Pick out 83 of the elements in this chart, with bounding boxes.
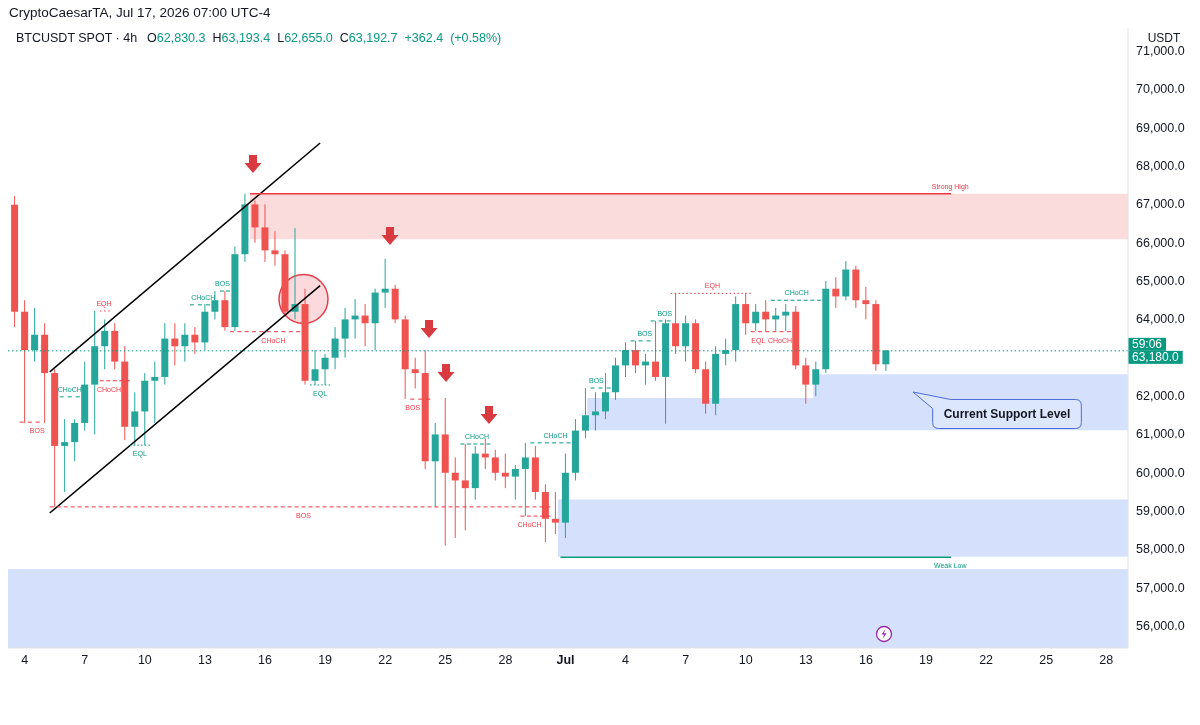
y-axis-title: USDT	[1147, 31, 1181, 45]
candlestick	[682, 315, 690, 363]
x-tick-label: 7	[81, 653, 89, 667]
candlestick	[491, 449, 499, 481]
candlestick	[251, 200, 259, 244]
y-tick-label: 60,000.0	[1136, 465, 1185, 480]
candlestick	[151, 361, 159, 424]
y-tick-label: 70,000.0	[1136, 82, 1185, 97]
x-tick-label: 16	[858, 653, 873, 667]
x-tick-label: 28	[1099, 653, 1114, 667]
text: O62,830.3 H63,193.4 L62,655.0 C63,192.7 +362.4 (+0.58%)	[147, 31, 502, 45]
candlestick	[321, 353, 329, 386]
x-tick-label: 19	[318, 653, 333, 667]
x-tick-label: 13	[798, 653, 813, 667]
candlestick	[551, 491, 559, 535]
ref-line-label: 63,180.0	[1132, 350, 1180, 365]
x-tick-label: 19	[919, 653, 934, 667]
candlestick	[261, 203, 269, 263]
candlestick	[191, 326, 199, 355]
y-tick-label: 66,000.0	[1136, 235, 1185, 250]
y-tick-label: 71,000.0	[1136, 44, 1185, 59]
candlestick	[591, 391, 599, 432]
annotation: Current Support Level	[943, 407, 1071, 421]
candlestick	[511, 464, 519, 501]
x-tick-label: 16	[258, 653, 273, 667]
candlestick	[71, 418, 79, 462]
x-tick-label: 25	[1039, 653, 1054, 667]
candlestick	[581, 387, 589, 439]
x-tick-label: 25	[438, 653, 453, 667]
candlestick	[311, 349, 319, 386]
candlestick	[61, 418, 69, 493]
x-tick-label: 4	[622, 653, 630, 667]
candlestick	[672, 292, 680, 355]
candlestick	[361, 303, 369, 347]
y-tick-label: 65,000.0	[1136, 274, 1185, 289]
candlestick	[171, 322, 179, 366]
x-tick-label: 4	[21, 653, 29, 667]
candlestick	[181, 322, 189, 363]
candlestick	[381, 258, 389, 309]
candlestick	[461, 443, 469, 531]
candlestick	[812, 361, 820, 397]
y-tick-label: 57,000.0	[1136, 580, 1185, 595]
candlestick	[742, 292, 750, 336]
candlestick	[341, 307, 349, 359]
x-tick-label: 22	[979, 653, 994, 667]
candlestick	[862, 286, 870, 320]
candlestick	[501, 453, 509, 489]
candlestick	[451, 456, 459, 539]
x-tick-label: 22	[378, 653, 393, 667]
x-tick-label: 7	[682, 653, 690, 667]
candlestick	[331, 326, 339, 370]
candlestick	[632, 340, 640, 374]
y-tick-label: 62,000.0	[1136, 389, 1185, 404]
x-tick-label: 13	[198, 653, 212, 667]
y-tick-label: 59,000.0	[1136, 504, 1185, 519]
y-tick-label: 64,000.0	[1136, 312, 1185, 327]
candlestick	[652, 320, 660, 382]
candlestick	[31, 307, 39, 363]
candlestick	[782, 303, 790, 332]
x-tick-label: Jul	[556, 653, 575, 667]
candlestick	[411, 357, 419, 389]
y-tick-label: 67,000.0	[1136, 197, 1185, 212]
candlestick	[131, 391, 139, 446]
candlestick	[521, 442, 529, 517]
y-tick-label: 69,000.0	[1136, 120, 1185, 135]
candlestick	[882, 349, 890, 372]
candlestick	[271, 230, 279, 267]
candlestick	[622, 341, 629, 378]
text: CryptoCaesarTA, Jul 17, 2026 07:00 UTC-4	[9, 5, 271, 20]
candlestick	[802, 357, 810, 405]
y-tick-label: 56,000.0	[1136, 619, 1185, 634]
y-tick-label: 68,000.0	[1136, 159, 1185, 174]
text: 59:06	[1132, 337, 1163, 352]
y-tick-label: 61,000.0	[1136, 427, 1185, 442]
y-tick-label: 58,000.0	[1136, 542, 1185, 557]
candlestick	[752, 303, 760, 332]
candlestick	[832, 276, 840, 309]
candlestick	[762, 299, 770, 332]
x-tick-label: 10	[137, 653, 152, 667]
chart-title: BTCUSDT SPOT · 4h	[16, 31, 138, 46]
x-tick-label: 28	[498, 653, 513, 667]
candlestick	[101, 318, 109, 370]
x-tick-label: 10	[738, 653, 753, 667]
